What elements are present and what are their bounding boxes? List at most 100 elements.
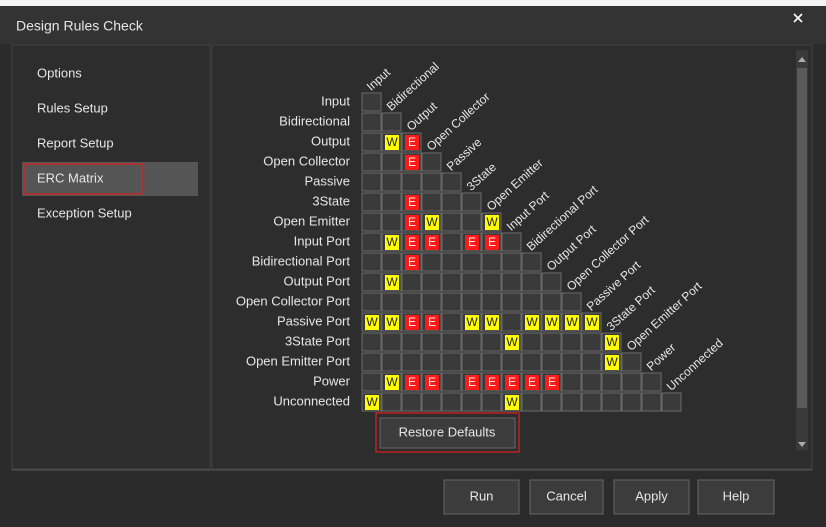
matrix-cell[interactable] [541,332,562,352]
matrix-cell[interactable] [481,352,502,372]
matrix-cell[interactable] [501,232,522,252]
scrollbar-thumb[interactable] [797,68,807,408]
matrix-cell[interactable] [521,252,542,272]
matrix-cell[interactable] [401,352,422,372]
matrix-cell[interactable] [421,172,442,192]
matrix-cell[interactable] [461,272,482,292]
sidebar-item[interactable]: Exception Setup [37,205,132,220]
matrix-cell[interactable] [441,312,462,332]
matrix-cell[interactable] [641,372,662,392]
matrix-cell[interactable] [421,332,442,352]
matrix-cell[interactable] [581,392,602,412]
matrix-cell[interactable] [361,292,382,312]
matrix-cell[interactable] [381,252,402,272]
matrix-cell[interactable] [561,332,582,352]
matrix-cell[interactable] [601,392,622,412]
matrix-cell[interactable] [521,352,542,372]
matrix-cell[interactable] [561,372,582,392]
scroll-up-arrow[interactable] [798,57,806,62]
matrix-cell[interactable] [381,392,402,412]
matrix-cell[interactable] [501,252,522,272]
matrix-cell[interactable] [501,272,522,292]
matrix-cell[interactable] [481,392,502,412]
matrix-cell[interactable] [441,332,462,352]
matrix-cell[interactable] [461,252,482,272]
dialog-button[interactable] [443,479,520,515]
matrix-cell[interactable] [581,372,602,392]
matrix-cell[interactable] [381,212,402,232]
matrix-cell[interactable] [501,292,522,312]
matrix-cell[interactable] [461,212,482,232]
matrix-cell[interactable] [401,172,422,192]
matrix-cell[interactable] [361,212,382,232]
matrix-cell[interactable] [401,392,422,412]
matrix-cell[interactable] [441,392,462,412]
matrix-cell[interactable] [481,252,502,272]
matrix-cell[interactable] [421,272,442,292]
close-button[interactable] [793,13,803,23]
matrix-cell[interactable] [561,392,582,412]
matrix-cell[interactable] [621,392,642,412]
matrix-cell[interactable] [641,392,662,412]
matrix-cell[interactable] [441,232,462,252]
restore-defaults-button[interactable] [379,417,516,449]
matrix-cell[interactable] [361,352,382,372]
matrix-cell[interactable] [441,372,462,392]
dialog-button[interactable] [529,479,604,515]
matrix-cell[interactable] [361,152,382,172]
matrix-cell[interactable] [541,352,562,372]
matrix-cell[interactable] [381,292,402,312]
dialog-button[interactable] [697,479,775,515]
matrix-cell[interactable] [361,252,382,272]
matrix-cell[interactable] [361,332,382,352]
matrix-cell[interactable] [521,332,542,352]
matrix-cell[interactable] [461,332,482,352]
matrix-cell[interactable] [481,332,502,352]
matrix-cell[interactable] [461,192,482,212]
matrix-cell[interactable] [421,392,442,412]
matrix-cell[interactable] [501,312,522,332]
matrix-cell[interactable] [481,292,502,312]
matrix-cell[interactable] [561,292,582,312]
matrix-cell[interactable] [361,132,382,152]
sidebar-item[interactable]: Options [37,65,82,80]
matrix-cell[interactable] [521,292,542,312]
matrix-cell[interactable] [381,332,402,352]
matrix-cell[interactable] [481,272,502,292]
matrix-cell[interactable] [421,292,442,312]
matrix-cell[interactable] [361,272,382,292]
matrix-cell[interactable] [621,372,642,392]
matrix-cell[interactable] [381,112,402,132]
matrix-cell[interactable] [361,112,382,132]
dialog-button[interactable] [613,479,690,515]
matrix-cell[interactable] [581,352,602,372]
matrix-cell[interactable] [441,212,462,232]
matrix-cell[interactable] [381,192,402,212]
scroll-down-arrow[interactable] [798,442,806,447]
matrix-cell[interactable] [581,332,602,352]
matrix-cell[interactable] [421,152,442,172]
matrix-cell[interactable] [361,232,382,252]
matrix-cell[interactable] [601,372,622,392]
matrix-cell[interactable] [381,172,402,192]
matrix-cell[interactable] [541,392,562,412]
matrix-cell[interactable] [421,352,442,372]
matrix-cell[interactable] [461,392,482,412]
matrix-cell[interactable] [381,352,402,372]
matrix-cell[interactable] [621,352,642,372]
matrix-cell[interactable] [541,272,562,292]
matrix-cell[interactable] [441,272,462,292]
matrix-cell[interactable] [561,352,582,372]
sidebar-item[interactable]: Report Setup [37,135,114,150]
matrix-cell[interactable] [441,172,462,192]
matrix-cell[interactable] [541,292,562,312]
matrix-cell[interactable] [521,272,542,292]
matrix-cell[interactable] [421,192,442,212]
sidebar-item[interactable]: ERC Matrix [37,170,104,185]
sidebar-item[interactable]: Rules Setup [37,100,108,115]
matrix-cell[interactable] [361,372,382,392]
matrix-cell[interactable] [381,152,402,172]
matrix-cell[interactable] [661,392,682,412]
matrix-cell[interactable] [421,252,442,272]
matrix-cell[interactable] [441,352,462,372]
